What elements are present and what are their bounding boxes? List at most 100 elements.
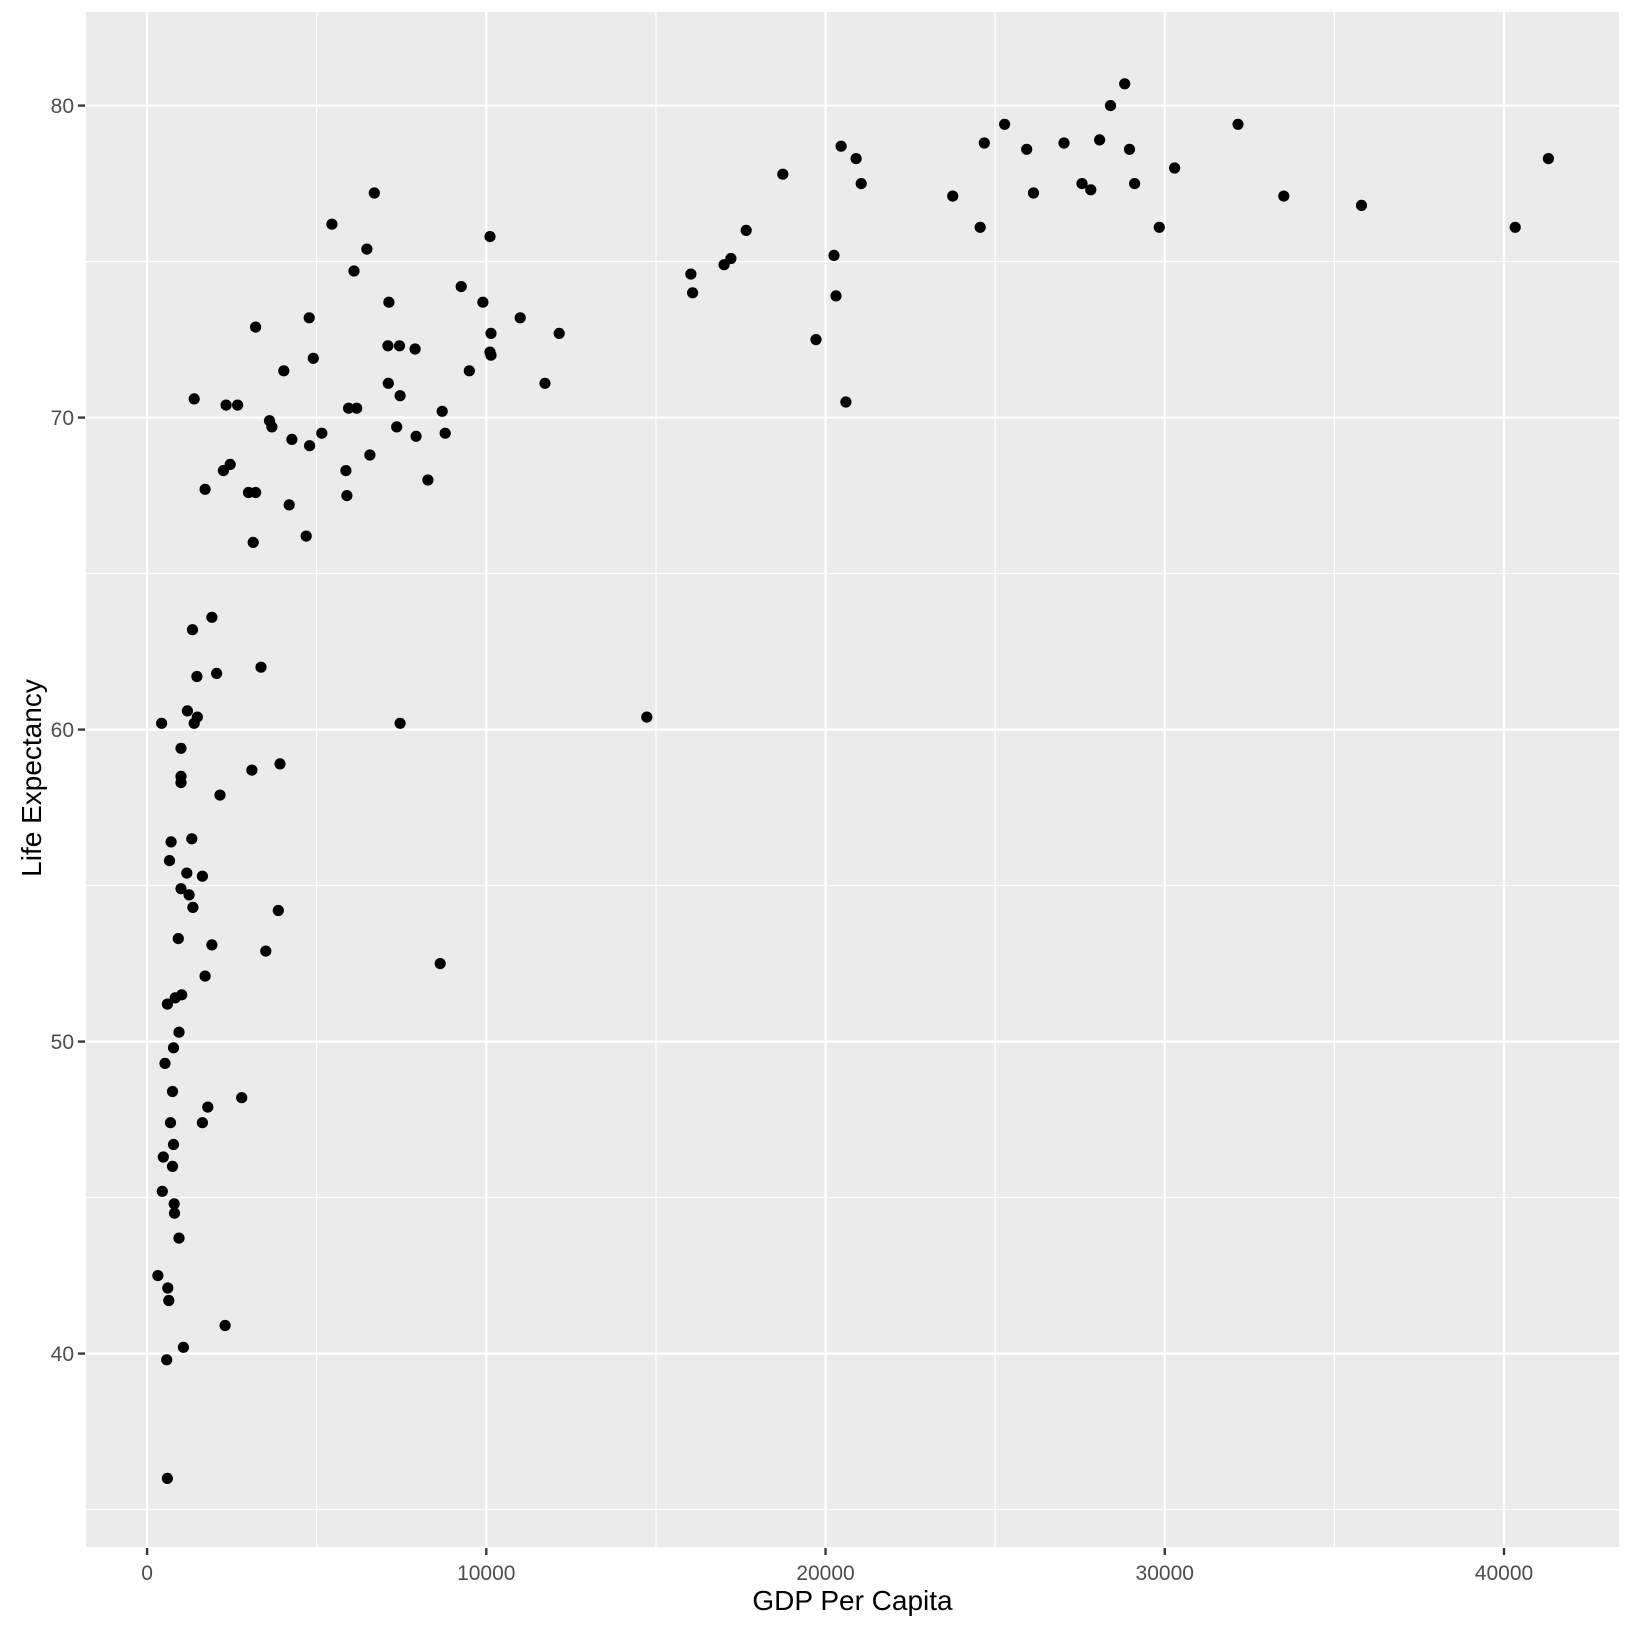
- x-tick-labels: 0 10000 20000 30000 40000: [141, 1562, 1533, 1585]
- data-point: [835, 140, 847, 152]
- data-point: [1542, 153, 1554, 165]
- data-point: [1119, 78, 1131, 90]
- data-point: [152, 1270, 164, 1282]
- data-point: [685, 268, 697, 280]
- data-point: [850, 153, 862, 165]
- data-point: [436, 405, 448, 417]
- data-point: [202, 1101, 214, 1113]
- data-point: [810, 334, 822, 346]
- data-point: [740, 224, 752, 236]
- y-tick-labels: 40 50 60 70 80: [51, 95, 74, 1366]
- data-point: [485, 349, 497, 361]
- data-point: [999, 118, 1011, 130]
- data-point: [455, 281, 467, 293]
- data-point: [168, 1207, 181, 1219]
- data-point: [206, 611, 218, 623]
- data-point: [164, 1117, 177, 1129]
- data-point: [168, 1198, 180, 1210]
- data-point: [485, 327, 497, 339]
- data-point: [300, 530, 312, 542]
- data-point: [166, 1085, 179, 1098]
- data-point: [1278, 190, 1290, 202]
- data-point: [1232, 118, 1244, 130]
- data-point: [161, 1354, 173, 1366]
- data-point: [159, 1057, 171, 1069]
- major-gridlines: [86, 12, 1619, 1547]
- data-point: [199, 483, 211, 495]
- data-point: [351, 402, 363, 414]
- data-point: [173, 1026, 185, 1038]
- x-axis-title: GDP Per Capita: [752, 1585, 953, 1616]
- data-point: [840, 396, 852, 408]
- data-point: [368, 187, 380, 199]
- data-point: [175, 777, 187, 789]
- data-point: [434, 958, 446, 970]
- data-point: [191, 670, 203, 683]
- data-point: [255, 661, 267, 673]
- data-point: [156, 717, 168, 729]
- data-point: [1058, 137, 1070, 149]
- data-point: [199, 970, 211, 982]
- data-point: [1104, 100, 1117, 112]
- y-tick-label: 70: [51, 407, 74, 430]
- data-point: [514, 312, 526, 324]
- data-point: [236, 1092, 248, 1104]
- data-point: [393, 340, 406, 352]
- y-tick-label: 40: [51, 1343, 74, 1366]
- data-point: [283, 499, 295, 511]
- data-point: [165, 836, 177, 848]
- data-point: [422, 474, 434, 486]
- y-tick-label: 80: [51, 95, 74, 118]
- data-point: [394, 390, 406, 402]
- data-point: [167, 1138, 180, 1151]
- data-point: [830, 290, 842, 302]
- data-point: [978, 137, 990, 149]
- data-point: [157, 1151, 169, 1163]
- data-point: [219, 1319, 231, 1332]
- data-point: [286, 433, 298, 445]
- data-point: [187, 901, 199, 914]
- data-point: [163, 855, 176, 867]
- data-point: [166, 1160, 179, 1172]
- data-point: [217, 465, 229, 477]
- data-point: [725, 252, 737, 265]
- data-point: [348, 265, 360, 277]
- data-point: [974, 221, 986, 233]
- data-point: [539, 377, 551, 389]
- data-point: [1085, 184, 1097, 196]
- data-point: [214, 789, 226, 801]
- data-point: [278, 365, 290, 377]
- data-point: [175, 742, 187, 754]
- data-point: [266, 421, 278, 433]
- data-point: [169, 992, 181, 1004]
- data-point: [250, 321, 262, 333]
- axis-tick-marks: [78, 104, 1506, 1555]
- data-point: [1076, 178, 1088, 190]
- x-tick-label: 20000: [796, 1562, 854, 1585]
- data-point: [382, 340, 394, 352]
- data-point: [183, 889, 195, 901]
- data-point: [186, 833, 198, 845]
- data-point: [364, 449, 376, 461]
- data-point: [343, 402, 355, 414]
- data-point: [1094, 134, 1106, 146]
- data-point: [394, 717, 406, 729]
- minor-gridlines: [86, 12, 1619, 1547]
- data-point: [463, 365, 475, 377]
- data-point: [1021, 143, 1033, 155]
- data-point: [341, 490, 353, 502]
- data-point: [196, 1117, 208, 1129]
- data-point: [477, 296, 489, 308]
- data-point: [1027, 187, 1040, 199]
- data-point: [173, 1232, 185, 1244]
- panel-background: [86, 12, 1619, 1547]
- data-point: [260, 945, 272, 957]
- data-point: [186, 624, 199, 636]
- data-point: [181, 705, 193, 717]
- data-point: [162, 1282, 174, 1294]
- data-point: [163, 1294, 175, 1307]
- data-point: [1355, 199, 1368, 211]
- data-point: [1123, 143, 1136, 155]
- data-point: [383, 296, 395, 308]
